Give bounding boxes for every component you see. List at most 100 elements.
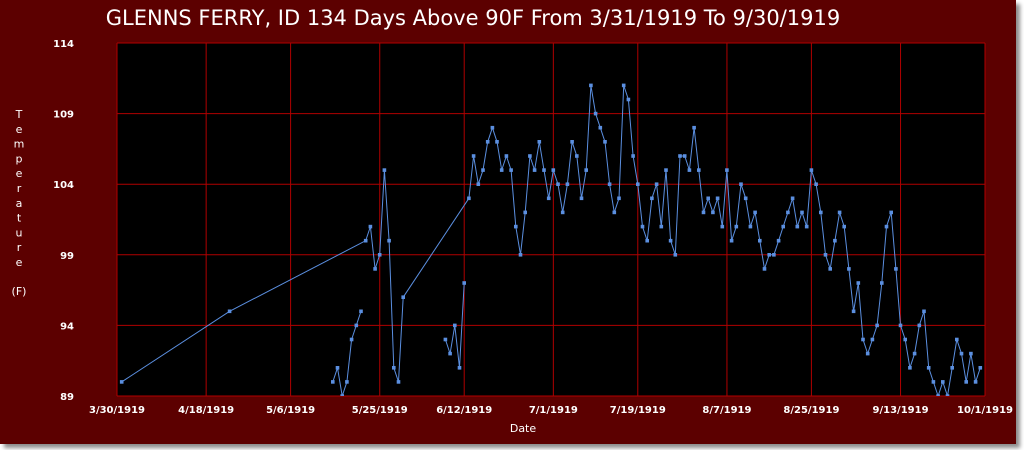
data-point <box>514 224 518 229</box>
data-point <box>790 196 795 201</box>
data-point <box>518 253 523 257</box>
data-point <box>894 267 898 271</box>
data-point <box>978 366 983 370</box>
y-tick-label: 99 <box>60 251 74 262</box>
data-point <box>729 238 734 243</box>
data-point <box>748 224 753 229</box>
data-point <box>227 309 232 314</box>
data-point <box>851 309 856 314</box>
data-point <box>945 394 950 396</box>
x-tick-label: 10/1/1919 <box>957 405 1013 416</box>
data-point <box>556 182 560 186</box>
data-point <box>917 323 922 328</box>
y-tick-label: 114 <box>53 39 74 50</box>
data-point <box>870 337 875 342</box>
data-point <box>485 140 490 144</box>
data-point <box>912 351 917 356</box>
data-point <box>772 253 776 257</box>
x-tick-label: 3/30/1919 <box>89 405 145 416</box>
data-point <box>448 351 452 356</box>
data-point <box>880 281 884 285</box>
data-point <box>706 196 710 201</box>
data-point <box>603 140 607 144</box>
data-point <box>842 224 846 229</box>
data-point <box>697 168 701 172</box>
data-point <box>636 182 640 186</box>
data-point <box>739 182 743 186</box>
data-point <box>570 140 574 144</box>
data-point <box>537 140 542 144</box>
x-tick-label: 8/7/1919 <box>702 405 751 416</box>
data-point <box>814 182 818 186</box>
data-point <box>495 140 499 144</box>
y-label-letter: e <box>16 123 23 136</box>
data-point <box>678 154 682 158</box>
data-point <box>617 196 621 201</box>
data-point <box>795 224 800 229</box>
data-point <box>908 366 912 370</box>
data-point <box>833 238 837 243</box>
data-point <box>828 267 832 271</box>
data-point <box>865 351 870 356</box>
data-point <box>725 168 729 172</box>
data-point <box>560 210 565 215</box>
data-point <box>565 182 570 186</box>
data-point <box>476 182 481 186</box>
data-point <box>767 253 771 257</box>
y-label-letter: u <box>16 226 23 239</box>
grid-lines <box>116 42 986 397</box>
data-point <box>481 168 485 172</box>
x-tick-label: 8/25/1919 <box>783 405 839 416</box>
data-point <box>387 238 391 243</box>
data-point <box>626 97 631 102</box>
data-point <box>743 196 748 201</box>
data-point <box>819 210 823 215</box>
data-point <box>640 224 645 229</box>
x-tick-label: 5/6/1919 <box>266 405 315 416</box>
data-point <box>528 154 532 158</box>
data-point <box>762 267 767 271</box>
data-point <box>973 380 978 384</box>
data-point <box>363 238 368 243</box>
data-point <box>964 380 968 384</box>
data-point <box>499 168 504 172</box>
x-axis-ticks: 3/30/1919 4/18/1919 5/6/1919 5/25/1919 6/12/… <box>89 405 1013 416</box>
data-point <box>856 281 861 285</box>
data-point <box>701 210 706 215</box>
data-point <box>392 366 396 370</box>
data-point <box>490 125 495 130</box>
data-point <box>786 210 790 215</box>
data-point <box>443 337 448 342</box>
data-point <box>673 253 678 257</box>
y-tick-label: 89 <box>60 392 74 403</box>
data-point <box>889 210 893 215</box>
x-tick-label: 6/12/1919 <box>436 405 492 416</box>
data-point <box>349 337 354 342</box>
y-label-letter: T <box>15 108 23 121</box>
data-point <box>898 323 903 328</box>
data-point <box>668 238 673 243</box>
data-point <box>584 168 588 172</box>
data-point <box>936 394 940 396</box>
y-label-letter: p <box>16 152 23 165</box>
data-point <box>453 323 457 328</box>
x-tick-label: 5/25/1919 <box>352 405 408 416</box>
data-point <box>382 168 387 172</box>
data-point <box>922 309 926 314</box>
data-point <box>340 394 344 396</box>
chart-frame: GLENNS FERRY, ID 134 Days Above 90F From… <box>0 0 1016 444</box>
x-tick-label: 9/13/1919 <box>873 405 929 416</box>
data-point <box>546 196 551 201</box>
data-point <box>931 380 936 384</box>
data-point <box>368 224 373 229</box>
y-label-letter: r <box>17 241 22 254</box>
data-point <box>621 83 626 88</box>
data-point <box>396 380 401 384</box>
series-group <box>119 83 983 396</box>
y-tick-label: 104 <box>53 180 74 191</box>
data-point <box>354 323 359 328</box>
data-point <box>457 366 462 370</box>
plot-area <box>117 43 985 396</box>
x-tick-label: 7/19/1919 <box>610 405 666 416</box>
data-point <box>861 337 865 342</box>
